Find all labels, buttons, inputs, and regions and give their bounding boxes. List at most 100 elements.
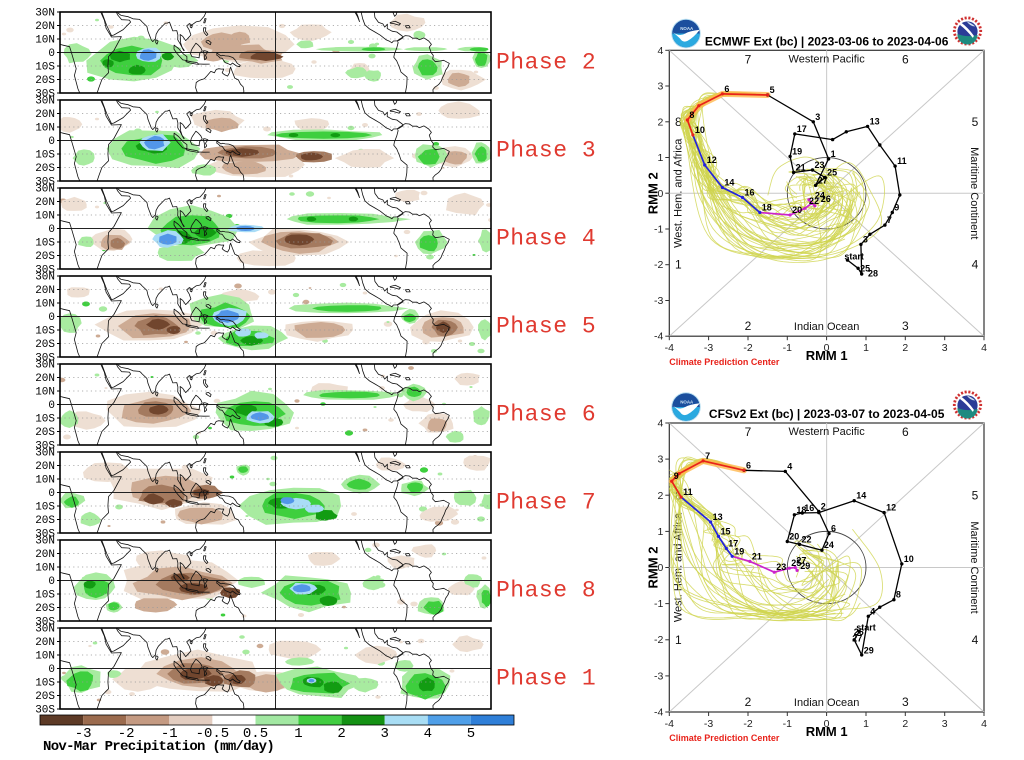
svg-text:ECMWF Ext (bc) | 2023-03-06 to: ECMWF Ext (bc) | 2023-03-06 to 2023-04-0… (705, 34, 949, 48)
svg-text:7: 7 (705, 451, 710, 461)
svg-text:10S: 10S (35, 502, 55, 514)
svg-text:Climate Prediction Center: Climate Prediction Center (669, 733, 780, 743)
svg-text:3: 3 (815, 112, 820, 122)
svg-text:-1: -1 (783, 718, 792, 730)
svg-text:2: 2 (657, 116, 663, 128)
svg-text:Phase 1: Phase 1 (496, 666, 596, 692)
svg-text:30S: 30S (35, 617, 55, 629)
svg-text:Indian Ocean: Indian Ocean (794, 321, 859, 333)
svg-text:3: 3 (902, 319, 909, 333)
svg-text:1: 1 (831, 149, 836, 159)
svg-text:Maritime Continent: Maritime Continent (968, 147, 980, 239)
svg-text:20S: 20S (35, 691, 55, 703)
svg-text:30S: 30S (35, 177, 55, 189)
svg-text:30N: 30N (35, 624, 55, 636)
svg-text:9: 9 (894, 203, 899, 213)
svg-text:6: 6 (902, 52, 909, 66)
svg-text:20S: 20S (35, 603, 55, 615)
svg-text:24: 24 (824, 540, 834, 550)
svg-text:9: 9 (674, 471, 679, 481)
svg-text:22: 22 (809, 196, 819, 206)
svg-text:19: 19 (734, 546, 744, 556)
svg-text:3: 3 (863, 234, 868, 244)
svg-text:30N: 30N (35, 536, 55, 548)
svg-text:-2: -2 (118, 726, 135, 742)
svg-text:-1: -1 (654, 224, 663, 236)
svg-text:6: 6 (831, 524, 836, 534)
svg-text:2: 2 (902, 342, 908, 354)
svg-text:2: 2 (821, 502, 826, 512)
svg-text:15: 15 (721, 526, 731, 536)
svg-text:10N: 10N (35, 35, 55, 47)
svg-text:30S: 30S (35, 529, 55, 541)
svg-text:10S: 10S (35, 414, 55, 426)
svg-text:18: 18 (762, 203, 772, 213)
svg-text:26: 26 (854, 627, 864, 637)
svg-text:6: 6 (724, 84, 729, 94)
svg-text:27: 27 (796, 556, 806, 566)
svg-text:29: 29 (800, 561, 810, 571)
svg-text:4: 4 (972, 258, 979, 272)
svg-text:0: 0 (48, 48, 55, 60)
svg-text:19: 19 (792, 146, 802, 156)
svg-text:0: 0 (824, 342, 830, 354)
svg-text:0: 0 (48, 136, 55, 148)
svg-text:3: 3 (380, 726, 388, 742)
svg-text:5: 5 (467, 726, 475, 742)
svg-text:3: 3 (657, 454, 663, 466)
svg-text:20: 20 (792, 205, 802, 215)
svg-text:10S: 10S (35, 678, 55, 690)
svg-text:10: 10 (904, 554, 914, 564)
svg-text:10N: 10N (35, 299, 55, 311)
svg-text:3: 3 (902, 695, 909, 709)
svg-text:13: 13 (713, 512, 723, 522)
svg-text:20N: 20N (35, 549, 55, 561)
svg-text:27: 27 (852, 633, 862, 643)
svg-text:10N: 10N (35, 387, 55, 399)
svg-text:0: 0 (657, 562, 663, 574)
svg-text:23: 23 (776, 562, 786, 572)
svg-text:20N: 20N (35, 109, 55, 121)
svg-text:11: 11 (897, 156, 907, 166)
svg-text:20S: 20S (35, 75, 55, 87)
svg-text:-1: -1 (783, 342, 792, 354)
svg-text:4: 4 (657, 418, 663, 430)
svg-text:30N: 30N (35, 96, 55, 108)
svg-text:start: start (844, 251, 864, 261)
svg-text:6: 6 (902, 425, 909, 439)
svg-text:20N: 20N (35, 285, 55, 297)
svg-text:4: 4 (981, 718, 987, 730)
svg-text:20S: 20S (35, 427, 55, 439)
svg-text:10S: 10S (35, 238, 55, 250)
svg-text:-3: -3 (75, 726, 92, 742)
svg-text:-4: -4 (654, 331, 663, 343)
svg-text:7: 7 (745, 52, 752, 66)
svg-text:-0.5: -0.5 (196, 726, 230, 742)
svg-text:1: 1 (294, 726, 302, 742)
svg-text:-4: -4 (654, 707, 663, 719)
svg-text:26: 26 (821, 194, 831, 204)
svg-text:3: 3 (657, 81, 663, 93)
svg-text:27: 27 (818, 175, 828, 185)
svg-text:1: 1 (675, 633, 682, 647)
svg-text:2: 2 (337, 726, 345, 742)
svg-text:10N: 10N (35, 563, 55, 575)
svg-text:12: 12 (886, 503, 896, 513)
svg-text:21: 21 (796, 163, 806, 173)
svg-text:10S: 10S (35, 590, 55, 602)
svg-text:21: 21 (752, 551, 762, 561)
svg-text:NOAA: NOAA (680, 26, 694, 31)
svg-text:5: 5 (972, 488, 979, 502)
svg-text:4: 4 (870, 606, 875, 616)
svg-text:0.5: 0.5 (243, 726, 268, 742)
svg-text:Phase 7: Phase 7 (496, 490, 596, 516)
svg-text:3: 3 (942, 342, 948, 354)
svg-text:-2: -2 (654, 634, 663, 646)
svg-text:-2: -2 (743, 342, 752, 354)
svg-text:NOAA: NOAA (680, 400, 694, 405)
svg-text:7: 7 (745, 425, 752, 439)
svg-text:Phase 8: Phase 8 (496, 578, 596, 604)
svg-text:0: 0 (48, 576, 55, 588)
svg-text:23: 23 (815, 160, 825, 170)
svg-text:Phase 5: Phase 5 (496, 314, 596, 340)
